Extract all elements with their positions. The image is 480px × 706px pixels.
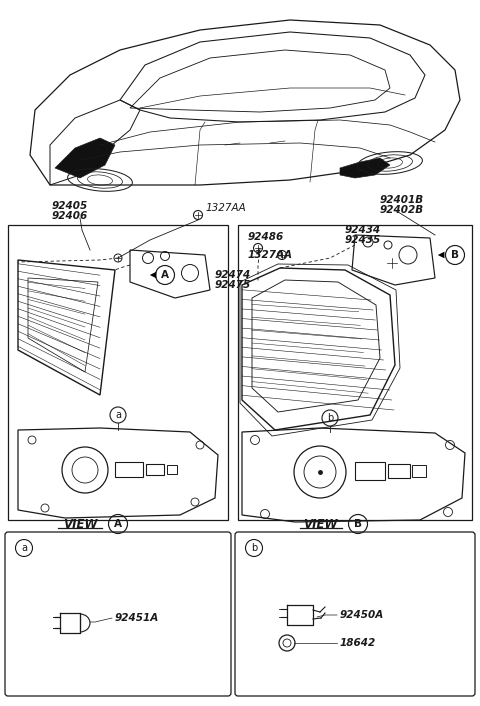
Text: B: B [451,250,459,260]
Polygon shape [55,138,115,178]
Text: 18642: 18642 [340,638,376,648]
Bar [8,225,228,520]
Bar [238,225,472,520]
Text: 92451A: 92451A [115,613,159,623]
Polygon shape [340,158,390,178]
Text: 1327AA: 1327AA [206,203,247,213]
Text: 92434: 92434 [345,225,381,235]
Bar [412,465,426,477]
Text: b: b [327,413,333,423]
Text: b: b [251,543,257,553]
Text: 92401B: 92401B [380,195,424,205]
Text: VIEW: VIEW [303,517,337,530]
Text: A: A [161,270,169,280]
Text: A: A [114,519,122,529]
Text: 92435: 92435 [345,235,381,245]
Bar [146,464,164,475]
Text: a: a [115,410,121,420]
Text: 92402B: 92402B [380,205,424,215]
Text: 92486: 92486 [248,232,284,242]
Text: 92405: 92405 [52,201,88,211]
Text: B: B [354,519,362,529]
Text: 1327AA: 1327AA [248,250,293,260]
Bar [388,464,410,478]
Bar [115,462,143,477]
Text: 92475: 92475 [215,280,251,290]
Bar [167,465,177,474]
Text: 92474: 92474 [215,270,251,280]
Text: a: a [21,543,27,553]
Text: 92450A: 92450A [340,610,384,620]
Text: VIEW: VIEW [63,517,97,530]
Text: 92406: 92406 [52,211,88,221]
Bar [355,462,385,480]
